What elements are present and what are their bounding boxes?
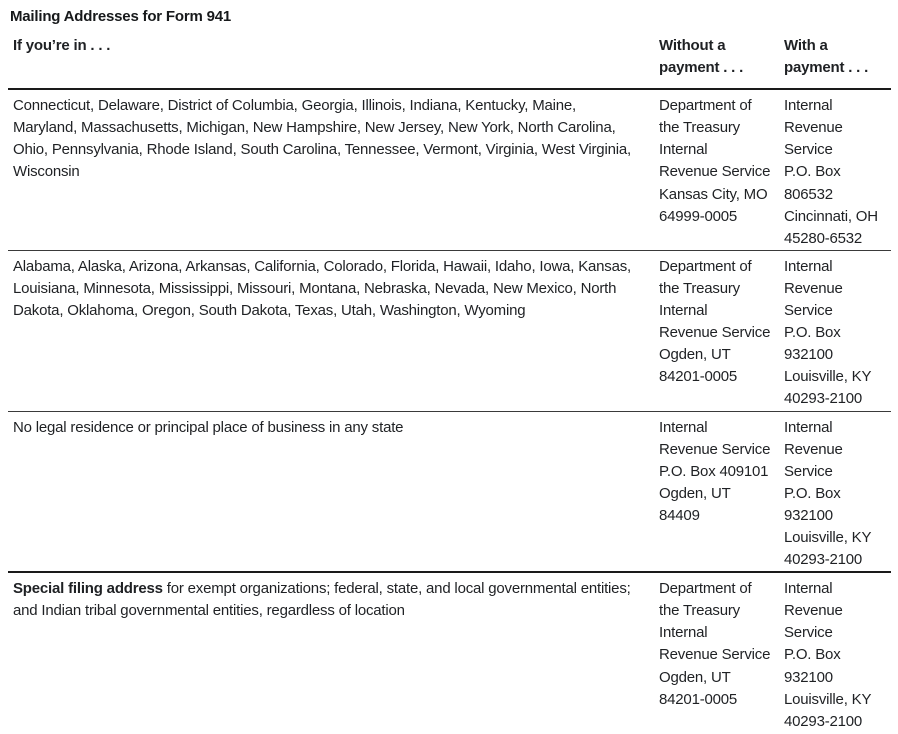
table-header-row: If you’re in . . . Without a payment . .… [8,35,891,91]
column-header-with-payment: With a payment . . . [784,37,869,77]
column-header-without-payment: Without a payment . . . [659,37,744,77]
without-payment-cell: Department of the Treasury Internal Reve… [659,97,771,225]
without-payment-cell: Department of the Treasury Internal Reve… [659,580,771,708]
mailing-addresses-table: If you’re in . . . Without a payment . .… [8,35,891,733]
with-payment-cell: Internal Revenue Service P.O. Box 932100… [784,418,872,569]
table-row: Connecticut, Delaware, District of Colum… [8,90,891,250]
table-row: No legal residence or principal place of… [8,410,891,572]
region-bold-prefix: Special filing address [13,580,163,598]
region-cell: No legal residence or principal place of… [8,412,651,572]
with-payment-cell: Internal Revenue Service P.O. Box 806532… [784,97,878,247]
with-payment-cell: Internal Revenue Service P.O. Box 932100… [784,257,872,408]
without-payment-cell: Internal Revenue Service P.O. Box 409101… [659,418,771,524]
region-cell: Connecticut, Delaware, District of Colum… [8,90,651,250]
region-text: Connecticut, Delaware, District of Colum… [13,97,631,181]
region-text: Alabama, Alaska, Arizona, Arkansas, Cali… [13,257,631,320]
region-cell: Alabama, Alaska, Arizona, Arkansas, Cali… [8,251,651,411]
table-row: Special filing address for exempt organi… [8,571,891,733]
table-row: Alabama, Alaska, Arizona, Arkansas, Cali… [8,249,891,411]
region-text: for exempt organizations; federal, state… [13,580,631,620]
with-payment-cell: Internal Revenue Service P.O. Box 932100… [784,580,872,730]
region-text: No legal residence or principal place of… [13,418,404,436]
without-payment-cell: Department of the Treasury Internal Reve… [659,257,771,386]
page-title: Mailing Addresses for Form 941 [10,8,232,25]
column-header-region: If you’re in . . . [13,37,111,54]
region-cell: Special filing address for exempt organi… [8,573,651,733]
